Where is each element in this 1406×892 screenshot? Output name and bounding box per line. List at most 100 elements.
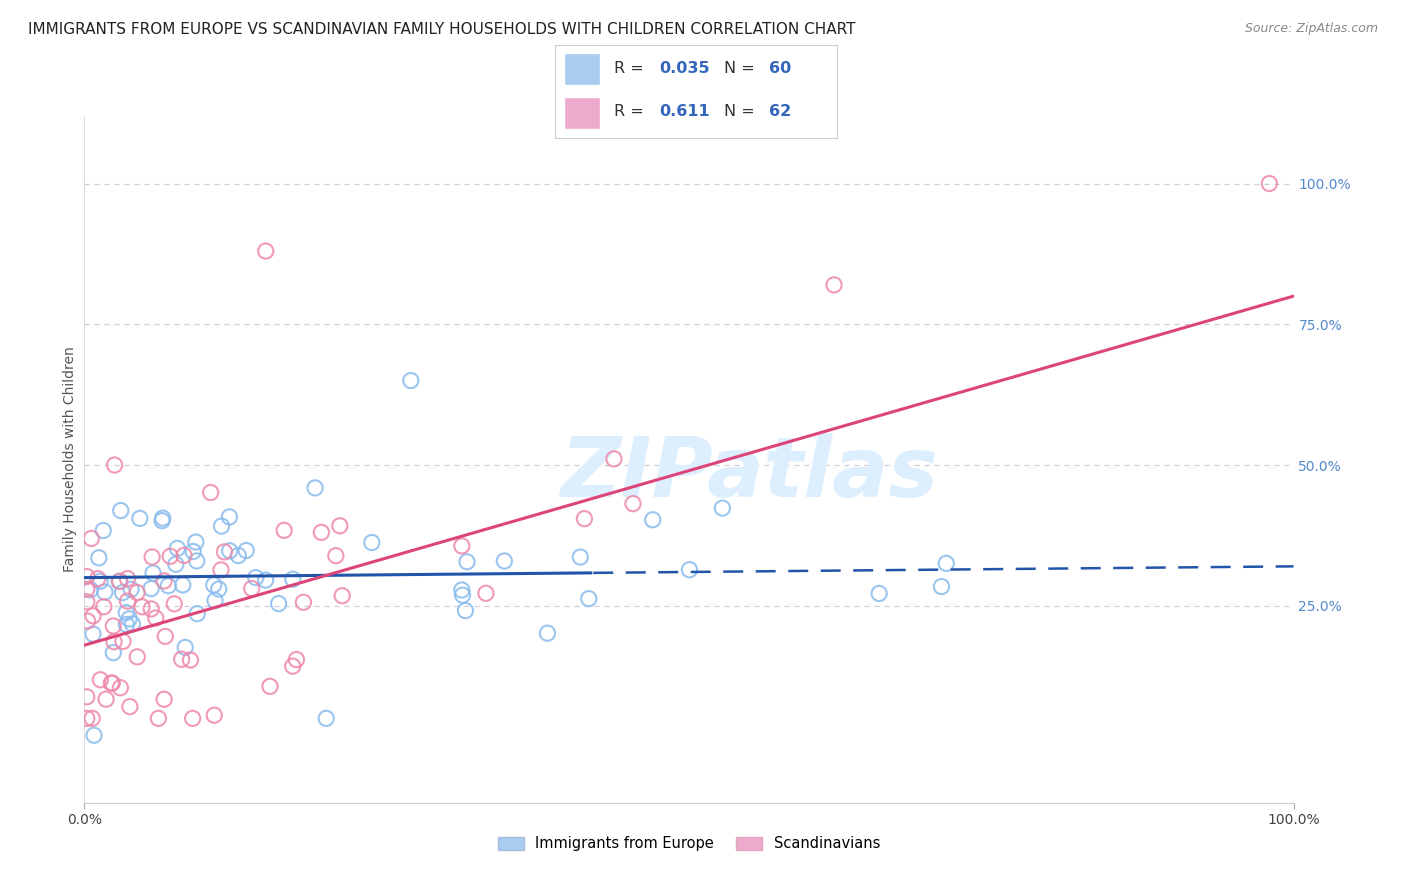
Point — [281, 659, 304, 673]
Point — [110, 503, 132, 517]
FancyBboxPatch shape — [564, 53, 600, 85]
Point — [281, 572, 304, 586]
Text: 0.611: 0.611 — [659, 104, 710, 119]
Point — [141, 602, 163, 616]
Point — [475, 586, 498, 600]
Point — [108, 574, 131, 589]
Point — [360, 535, 382, 549]
Point — [93, 599, 115, 614]
Point — [94, 585, 117, 599]
Point — [200, 485, 222, 500]
Point — [330, 589, 353, 603]
Point — [145, 611, 167, 625]
Point — [235, 543, 257, 558]
Point — [228, 549, 250, 563]
Point — [329, 518, 352, 533]
Point — [285, 652, 308, 666]
Point — [240, 582, 263, 596]
Point — [184, 535, 207, 549]
Point — [204, 593, 226, 607]
Point — [603, 451, 626, 466]
Point — [931, 580, 953, 594]
Point — [118, 699, 141, 714]
FancyBboxPatch shape — [564, 97, 600, 129]
Point — [108, 574, 131, 589]
Point — [100, 676, 122, 690]
Point — [148, 711, 170, 725]
Point — [141, 549, 163, 564]
Point — [186, 554, 208, 568]
Text: N =: N = — [724, 61, 761, 76]
Point — [115, 617, 138, 632]
Text: IMMIGRANTS FROM EUROPE VS SCANDINAVIAN FAMILY HOUSEHOLDS WITH CHILDREN CORRELATI: IMMIGRANTS FROM EUROPE VS SCANDINAVIAN F… — [28, 22, 856, 37]
Point — [218, 544, 240, 558]
Point — [454, 604, 477, 618]
Point — [117, 572, 139, 586]
Point — [89, 574, 111, 589]
Point — [157, 579, 180, 593]
Point — [315, 711, 337, 725]
Point — [115, 606, 138, 620]
Point — [218, 510, 240, 524]
Point — [536, 626, 558, 640]
Text: 62: 62 — [769, 104, 792, 119]
Point — [131, 599, 153, 614]
Point — [181, 711, 204, 725]
Point — [267, 597, 290, 611]
Point — [209, 563, 232, 577]
Text: 60: 60 — [769, 61, 792, 76]
Point — [117, 594, 139, 608]
Point — [451, 588, 474, 602]
Text: R =: R = — [614, 104, 650, 119]
Text: R =: R = — [614, 61, 650, 76]
Point — [82, 711, 104, 725]
Point — [141, 582, 163, 596]
Point — [104, 458, 127, 472]
Point — [142, 566, 165, 581]
Point — [152, 511, 174, 525]
Point — [259, 679, 281, 693]
Point — [935, 557, 957, 571]
Point — [311, 525, 333, 540]
Point — [202, 578, 225, 592]
Point — [179, 653, 201, 667]
Point — [304, 481, 326, 495]
Point — [127, 649, 149, 664]
Point — [153, 692, 176, 706]
Point — [103, 646, 125, 660]
Point — [111, 585, 134, 599]
Point — [76, 595, 98, 609]
Point — [82, 627, 104, 641]
Point — [621, 497, 644, 511]
Point — [163, 597, 186, 611]
Point — [87, 572, 110, 586]
Point — [273, 524, 295, 538]
Point — [450, 582, 472, 597]
Point — [292, 595, 315, 609]
Point — [118, 612, 141, 626]
Point — [711, 501, 734, 516]
Point — [1258, 177, 1281, 191]
Point — [181, 544, 204, 558]
Point — [574, 511, 596, 525]
Point — [128, 511, 150, 525]
Point — [83, 728, 105, 742]
Point — [76, 711, 98, 725]
Point — [165, 558, 187, 572]
Point — [76, 569, 98, 583]
Point — [208, 582, 231, 596]
Point — [89, 673, 111, 687]
Point — [211, 519, 233, 533]
Point — [82, 608, 104, 623]
Point — [121, 617, 143, 632]
Point — [94, 692, 117, 706]
Text: N =: N = — [724, 104, 761, 119]
Point — [868, 586, 890, 600]
Point — [125, 585, 148, 599]
Point — [678, 563, 700, 577]
Point — [110, 681, 132, 695]
Text: 0.035: 0.035 — [659, 61, 710, 76]
Point — [170, 652, 193, 666]
Point — [76, 614, 98, 628]
Point — [214, 545, 236, 559]
